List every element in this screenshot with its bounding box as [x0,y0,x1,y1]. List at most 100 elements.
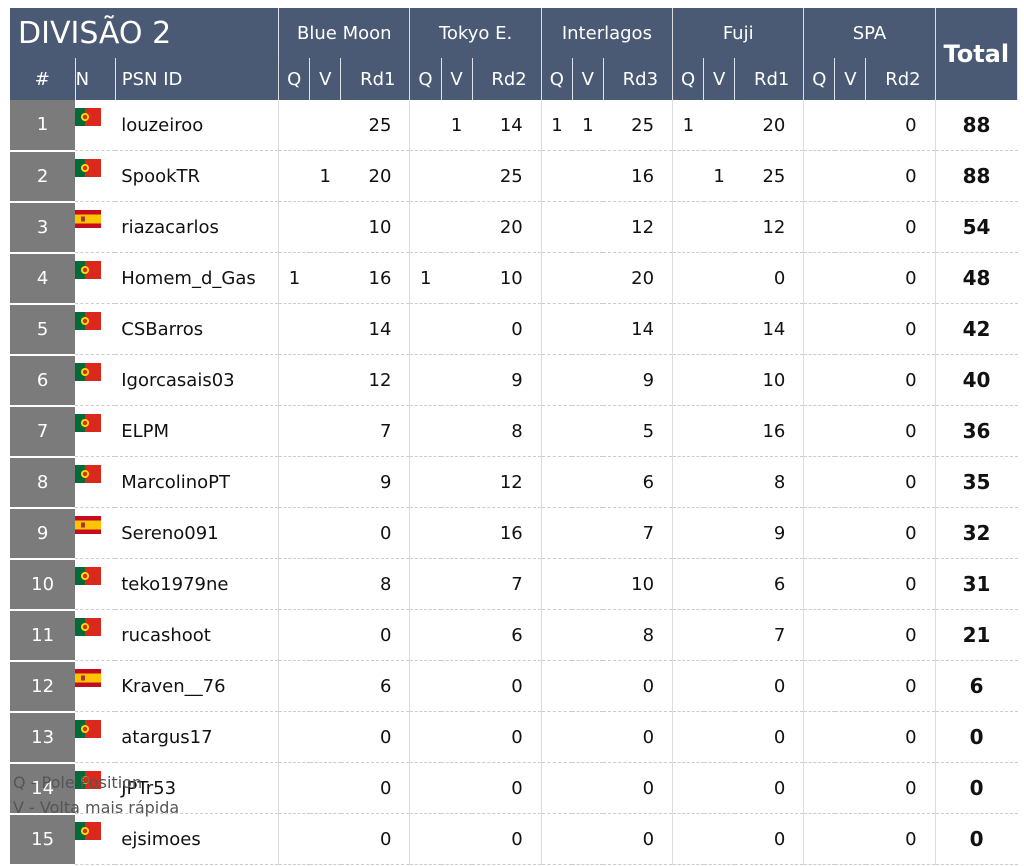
position: 3 [10,201,76,254]
points: 0 [472,813,542,865]
points: 0 [865,609,936,661]
fastest-lap [834,762,866,814]
sub-header: Q [672,58,705,100]
points: 14 [734,303,805,355]
fastest-lap [572,252,604,304]
points: 9 [603,354,674,406]
points: 0 [865,507,936,559]
pole [803,507,835,559]
position: 1 [10,100,76,152]
total: 32 [935,507,1018,559]
fastest-lap [703,456,735,508]
points: 0 [734,252,805,304]
flag-cell [75,252,116,304]
position: 10 [10,558,76,611]
total: 48 [935,252,1018,304]
fastest-lap [309,252,341,304]
flag [75,516,102,534]
points: 10 [340,201,411,253]
points: 6 [603,456,674,508]
total: 54 [935,201,1018,253]
points: 12 [603,201,674,253]
fastest-lap: 1 [703,150,735,202]
points: 0 [340,762,411,814]
total: 88 [935,150,1018,202]
points: 0 [340,609,411,661]
pole [803,252,835,304]
points: 10 [472,252,542,304]
flag [75,567,102,585]
flag-cell [75,762,116,814]
position: 14 [10,762,76,815]
player-name: riazacarlos [115,201,280,253]
pole [672,303,704,355]
track-header: Fuji [672,8,805,58]
position: 13 [10,711,76,764]
pole [541,456,573,508]
pole [541,507,573,559]
fastest-lap [834,303,866,355]
fastest-lap [309,558,341,610]
pole [278,660,310,712]
flag-cell [75,813,116,865]
fastest-lap [703,354,735,406]
position: 5 [10,303,76,356]
points: 20 [340,150,411,202]
fastest-lap [703,252,735,304]
points: 8 [472,405,542,457]
fastest-lap [834,201,866,253]
total: 35 [935,456,1018,508]
points: 0 [472,660,542,712]
fastest-lap [572,609,604,661]
fastest-lap [834,456,866,508]
position: 15 [10,813,76,866]
fastest-lap [703,405,735,457]
points: 0 [865,558,936,610]
total: 88 [935,100,1018,151]
points: 14 [472,100,542,151]
note: Q - Pole Position [13,773,143,792]
position: 4 [10,252,76,305]
points: 7 [472,558,542,610]
points: 0 [865,813,936,865]
pole [278,813,310,865]
pole [803,201,835,253]
track-header: SPA [803,8,936,58]
points: 0 [734,660,805,712]
points: 12 [472,456,542,508]
fastest-lap [309,100,341,151]
flag-cell [75,660,116,712]
flag-cell [75,354,116,406]
player-name: MarcolinoPT [115,456,280,508]
pole [541,354,573,406]
fastest-lap [572,813,604,865]
fastest-lap [572,150,604,202]
row: 4 Homem_d_Gas 1 16 1 10 20 0 0 48 [10,252,1018,305]
points: 0 [340,711,411,763]
fastest-lap [572,762,604,814]
flag-cell [75,100,116,151]
pole [541,252,573,304]
position: 2 [10,150,76,203]
pole [278,507,310,559]
fastest-lap [441,660,473,712]
total: 42 [935,303,1018,355]
fastest-lap [309,303,341,355]
sub-header: Rd2 [865,58,936,100]
pole [672,507,704,559]
pole [409,558,442,610]
fastest-lap [703,711,735,763]
flag-cell [75,507,116,559]
pole [278,303,310,355]
pole [672,762,704,814]
points: 0 [865,762,936,814]
row: 6 Igorcasais03 12 9 9 10 0 40 [10,354,1018,407]
total: 36 [935,405,1018,457]
sub-header: V [309,58,342,100]
pole [409,507,442,559]
pole [672,609,704,661]
sub-header: Rd1 [734,58,805,100]
pole [803,100,835,151]
player-name: teko1979ne [115,558,280,610]
pole [672,354,704,406]
